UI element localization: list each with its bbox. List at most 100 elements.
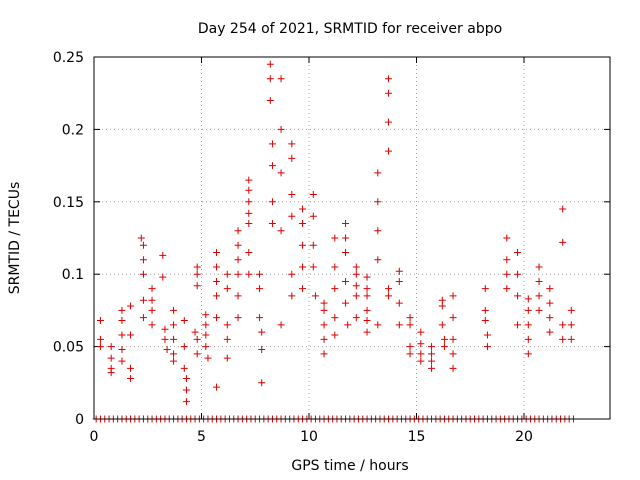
data-point — [258, 345, 266, 353]
data-point — [352, 314, 360, 322]
data-point — [342, 234, 350, 242]
data-point — [374, 198, 382, 206]
data-point — [266, 96, 274, 104]
data-point — [96, 335, 104, 343]
data-point — [170, 321, 178, 329]
data-point — [213, 314, 221, 322]
data-point — [127, 374, 135, 382]
y-tick-label: 0.05 — [53, 340, 84, 356]
data-point — [139, 241, 147, 249]
data-point — [258, 379, 266, 387]
data-point — [417, 357, 425, 365]
data-point — [374, 321, 382, 329]
data-point — [234, 314, 242, 322]
data-point — [213, 248, 221, 256]
data-point — [320, 299, 328, 307]
data-point — [438, 302, 446, 310]
data-point — [449, 364, 457, 372]
data-point — [245, 220, 253, 228]
data-point — [258, 328, 266, 336]
data-point — [193, 335, 201, 343]
data-point — [481, 285, 489, 293]
y-axis-label: SRMTID / TECUs — [7, 182, 23, 295]
data-point — [559, 321, 567, 329]
data-point — [256, 270, 264, 278]
data-point — [288, 140, 296, 148]
data-point — [363, 317, 371, 325]
data-point — [559, 205, 567, 213]
data-point — [385, 292, 393, 300]
data-point — [449, 292, 457, 300]
data-point — [440, 343, 448, 351]
data-point — [161, 335, 169, 343]
data-point — [535, 292, 543, 300]
data-point — [213, 292, 221, 300]
data-point — [182, 386, 190, 394]
data-point — [127, 302, 135, 310]
x-tick-label: 20 — [515, 429, 533, 445]
data-point — [223, 285, 231, 293]
data-point — [352, 282, 360, 290]
data-point — [546, 314, 554, 322]
data-point — [483, 343, 491, 351]
data-point — [118, 331, 126, 339]
data-point — [182, 398, 190, 406]
data-point — [299, 220, 307, 228]
data-point — [170, 357, 178, 365]
data-point — [268, 198, 276, 206]
data-point — [417, 350, 425, 358]
data-point — [277, 125, 285, 133]
y-tick-label: 0.1 — [62, 267, 84, 283]
data-point — [234, 227, 242, 235]
data-point — [417, 328, 425, 336]
data-point — [514, 248, 522, 256]
data-point — [180, 343, 188, 351]
data-point — [406, 350, 414, 358]
data-point — [223, 270, 231, 278]
data-point — [127, 331, 135, 339]
data-point — [182, 374, 190, 382]
data-point — [309, 212, 317, 220]
data-point — [374, 256, 382, 264]
data-point — [118, 317, 126, 325]
data-point — [277, 75, 285, 83]
data-point — [363, 306, 371, 314]
data-point — [342, 220, 350, 228]
grid-lines — [94, 57, 610, 419]
data-point — [395, 267, 403, 275]
x-tick-label: 10 — [300, 429, 318, 445]
data-point — [159, 251, 167, 259]
data-point — [524, 335, 532, 343]
data-point — [256, 285, 264, 293]
data-point — [535, 263, 543, 271]
data-point — [567, 321, 575, 329]
data-point — [438, 321, 446, 329]
chart-title: Day 254 of 2021, SRMTID for receiver abp… — [198, 21, 502, 37]
data-point — [288, 292, 296, 300]
data-point — [202, 343, 210, 351]
data-point — [559, 238, 567, 246]
data-point — [535, 277, 543, 285]
data-point — [245, 270, 253, 278]
data-point — [481, 306, 489, 314]
data-point — [266, 75, 274, 83]
data-point — [118, 345, 126, 353]
data-point — [417, 340, 425, 348]
data-point — [139, 270, 147, 278]
data-point — [503, 234, 511, 242]
data-point — [331, 234, 339, 242]
data-point — [223, 354, 231, 362]
data-point — [503, 270, 511, 278]
y-tick-label: 0.25 — [53, 50, 84, 66]
data-point — [202, 331, 210, 339]
data-point — [503, 256, 511, 264]
data-point — [245, 186, 253, 194]
data-point — [96, 343, 104, 351]
data-point — [299, 241, 307, 249]
data-point — [385, 89, 393, 97]
data-point — [331, 331, 339, 339]
data-point — [428, 343, 436, 351]
data-point — [204, 354, 212, 362]
data-point — [107, 343, 115, 351]
